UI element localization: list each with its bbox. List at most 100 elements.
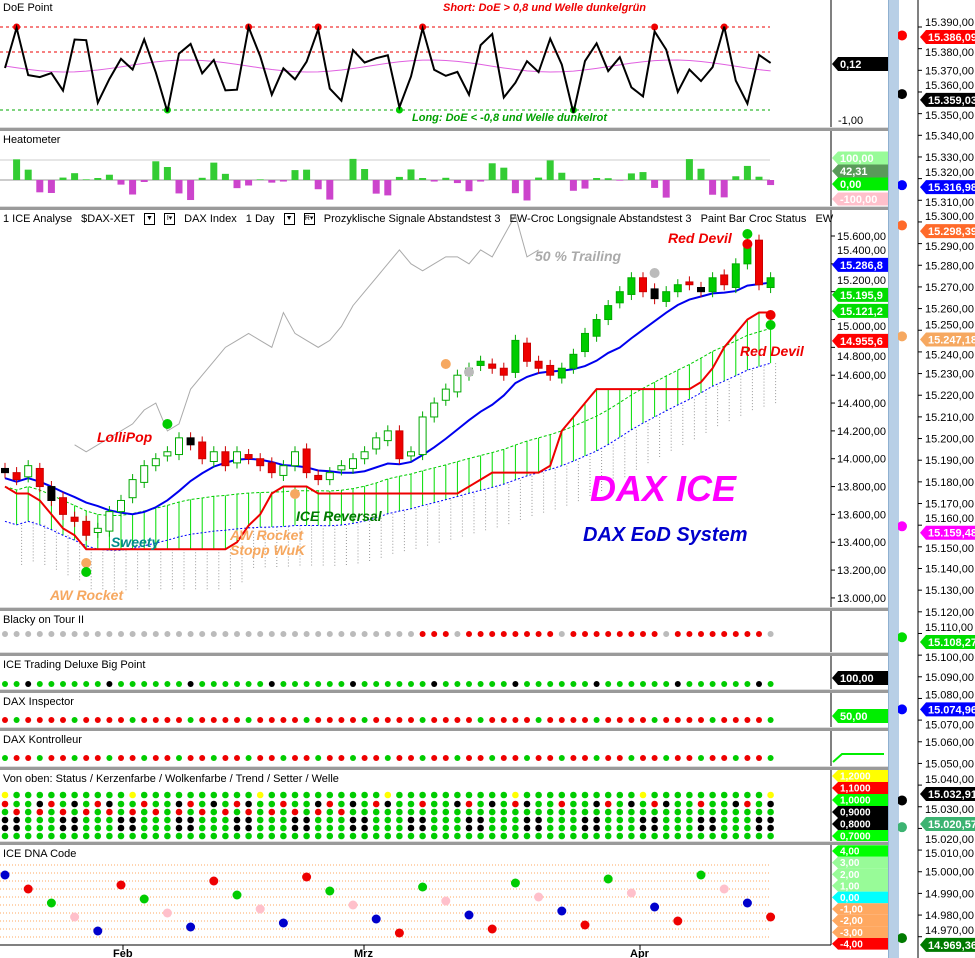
status-dot	[82, 800, 90, 808]
status-dot	[291, 808, 299, 816]
status-dot	[419, 816, 426, 824]
status-dot	[500, 808, 508, 816]
status-dot	[593, 800, 600, 808]
bigpoint-dot	[721, 681, 728, 687]
kontrolleur-dot	[292, 755, 298, 761]
status-dot	[581, 800, 589, 808]
dna-dot	[93, 926, 103, 936]
status-dot	[198, 808, 206, 816]
status-dot	[755, 800, 763, 808]
status-dot	[280, 824, 287, 832]
vonoben-badge-text: 1,0000	[840, 796, 871, 807]
candle-body	[407, 451, 415, 457]
dna-dot	[534, 892, 544, 902]
status-dot	[13, 824, 20, 832]
window-splitter[interactable]	[888, 0, 899, 958]
status-dot	[152, 824, 160, 832]
inspector-dot	[2, 717, 8, 723]
inspector-dot	[292, 717, 298, 723]
heat-bar	[268, 180, 276, 183]
inspector-dot	[442, 717, 449, 723]
status-dot	[94, 824, 102, 832]
blacky-dot	[48, 631, 55, 637]
status-dot	[338, 832, 345, 840]
level-badge-text: 15.020,57	[928, 819, 975, 831]
candle-body	[476, 360, 485, 366]
status-dot	[442, 808, 450, 816]
candle-body	[766, 277, 775, 289]
heat-badge	[832, 192, 888, 206]
blacky-dot	[512, 631, 519, 637]
status-dot	[13, 832, 20, 840]
status-dot	[396, 816, 403, 824]
bigpoint-dot	[245, 681, 252, 687]
inspector-dot	[280, 717, 287, 723]
inspector-dot	[686, 717, 693, 723]
blacky-dot	[222, 631, 229, 637]
vonoben-badge-text: 1,1000	[840, 784, 871, 795]
heat-bar	[303, 169, 311, 180]
status-dot	[117, 791, 125, 799]
symbol-dropdown[interactable]: ▼	[144, 213, 156, 226]
candle-body	[360, 451, 369, 460]
heat-bar	[488, 163, 496, 180]
bigpoint-dot	[524, 681, 530, 687]
panel-divider[interactable]	[0, 689, 888, 693]
bigpoint-dot	[582, 681, 588, 687]
status-dot	[338, 800, 345, 808]
panel-divider[interactable]	[0, 727, 888, 731]
interval-label[interactable]: 1 Day	[245, 213, 275, 225]
status-dot	[558, 832, 566, 840]
heat-bar	[59, 177, 67, 180]
status-dot	[593, 824, 600, 832]
candle-body	[592, 319, 601, 337]
blacky-dot	[558, 631, 565, 637]
blacky-dot	[582, 631, 588, 637]
ladder-tick-label: 15.180,00	[925, 477, 974, 489]
status-dot	[326, 824, 334, 832]
level-badge-text: 15.108,27	[928, 637, 975, 649]
symbol-label[interactable]: $DAX-XET	[81, 213, 135, 225]
vonoben-badge-text: 1,2000	[840, 772, 871, 783]
panel-divider[interactable]	[0, 652, 888, 656]
panel-divider[interactable]	[0, 841, 888, 845]
status-dot	[1, 832, 9, 840]
blacky-dot	[326, 631, 333, 637]
stopp-wuk-text: Stopp WuK	[230, 542, 306, 558]
blacky-dot	[361, 631, 368, 637]
bigpoint-dot	[13, 681, 20, 687]
status-dot	[164, 808, 171, 816]
status-dot	[523, 832, 531, 840]
heat-panel-title: Heatometer	[3, 134, 61, 146]
interval-dropdown[interactable]: ▼	[283, 213, 295, 226]
status-dot	[291, 791, 299, 799]
status-dot	[59, 816, 67, 824]
status-dot	[36, 816, 44, 824]
panel-divider[interactable]	[0, 766, 888, 770]
ladder-tick-label: 15.350,00	[925, 110, 974, 122]
indicator-dropdown[interactable]: I▾	[164, 213, 176, 226]
dna-badge	[832, 845, 888, 857]
status-dot	[164, 824, 171, 832]
status-dot	[604, 824, 612, 832]
ladder-tick-label: 15.370,00	[925, 65, 974, 77]
panel-divider[interactable]	[0, 206, 888, 210]
status-dot	[465, 808, 473, 816]
status-dot	[523, 791, 531, 799]
status-dot	[164, 832, 171, 840]
bigpoint-dot	[106, 681, 113, 687]
status-dot	[59, 800, 67, 808]
panel-divider[interactable]	[0, 127, 888, 131]
heat-badge-text: -100,00	[840, 194, 877, 206]
inspector-dot	[361, 717, 368, 723]
level-dot	[898, 220, 907, 231]
status-dot	[106, 832, 113, 840]
kontrolleur-dot	[187, 755, 194, 761]
panel-divider[interactable]	[0, 607, 888, 611]
blacky-dot	[732, 631, 739, 637]
status-dot	[245, 816, 252, 824]
dna-dot	[719, 884, 729, 894]
status-dot	[338, 824, 345, 832]
kontrolleur-dot	[512, 755, 519, 761]
range-dropdown[interactable]: R▾	[303, 213, 315, 226]
